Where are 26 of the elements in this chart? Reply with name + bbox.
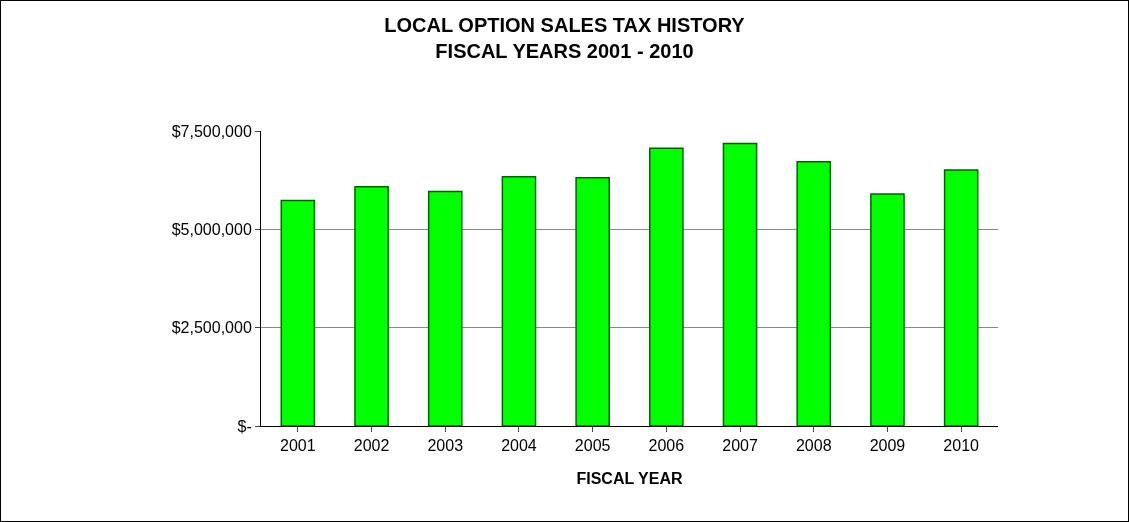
x-tick-label: 2006 (648, 437, 685, 455)
bar (501, 175, 537, 426)
x-tick-label: 2010 (943, 437, 980, 455)
bar (722, 142, 758, 426)
chart-title: LOCAL OPTION SALES TAX HISTORY FISCAL YEARS 2001 - 2010 (384, 14, 746, 63)
x-tick-label: 2001 (280, 437, 316, 455)
bar (870, 193, 905, 426)
x-tick-label: 2008 (795, 437, 832, 455)
x-tick-label: 2004 (501, 437, 537, 455)
x-tick-label: 2003 (427, 437, 464, 455)
y-tick-label: $5,000,000 (171, 220, 252, 238)
x-tick-label: 2009 (869, 437, 906, 455)
bar (796, 160, 832, 426)
y-tick-label: $- (237, 417, 252, 435)
x-tick-label: 2005 (574, 437, 611, 455)
y-tick-label: $7,500,000 (171, 122, 252, 140)
bar (354, 186, 389, 426)
x-tick-label: 2007 (722, 437, 758, 455)
x-axis-title: FISCAL YEAR (576, 470, 683, 487)
bar (575, 177, 610, 426)
x-tick-label: 2002 (353, 437, 390, 455)
bar (649, 147, 684, 426)
bar (427, 190, 463, 426)
y-tick-label: $2,500,000 (171, 319, 252, 337)
bar (280, 199, 316, 426)
bar (943, 169, 979, 426)
